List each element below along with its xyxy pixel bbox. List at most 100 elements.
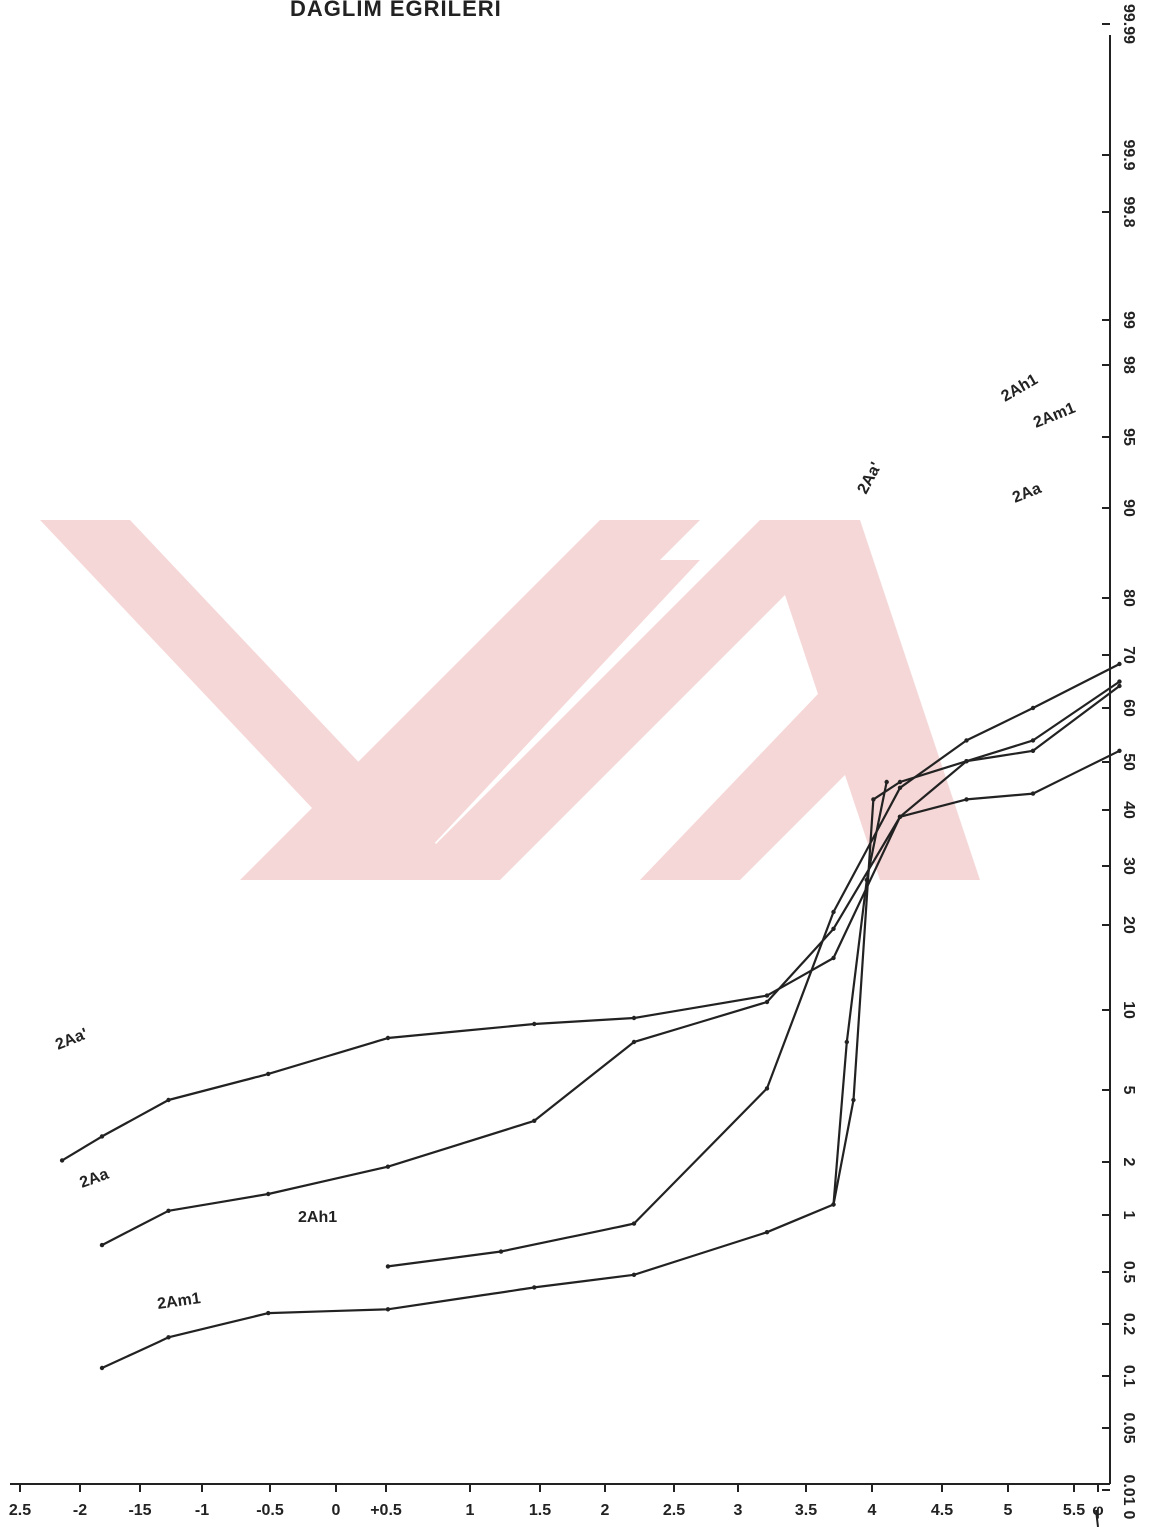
y-tick-label: 2: [1120, 1158, 1137, 1167]
y-tick-label: 5: [1120, 1086, 1137, 1095]
data-point: [166, 1335, 171, 1340]
data-point: [166, 1208, 171, 1214]
watermark-logo: [40, 520, 980, 880]
data-point: [266, 1071, 271, 1077]
y-tick-label: 20: [1120, 916, 1137, 934]
data-point: [385, 1307, 391, 1312]
y-tick-label: 0.2: [1120, 1313, 1137, 1335]
data-point: [1030, 738, 1036, 743]
data-point: [831, 1202, 836, 1207]
x-axis-ticks: 2.5 -2 -15 -1 -0.5 0 +0.5 1 1.5 2 2.5 3 3.5 4 4.5 5 5.5 φ: [9, 1484, 1104, 1519]
y-tick-label: 10: [1120, 1001, 1137, 1019]
series-line-2: [386, 662, 1121, 1268]
y-tick-label: 60: [1120, 699, 1137, 717]
x-tick-label: -1: [195, 1502, 209, 1519]
data-point: [764, 1230, 770, 1235]
x-tick-label: 4.5: [931, 1502, 953, 1519]
y-tick-label: 99.9: [1120, 139, 1137, 170]
x-tick-label: +0.5: [370, 1502, 402, 1519]
phi-corner-tick: [1095, 1509, 1099, 1527]
y-tick-label: 70: [1120, 646, 1137, 664]
x-tick-label: 4: [868, 1502, 877, 1519]
data-point: [1117, 661, 1122, 667]
data-point: [884, 779, 889, 785]
data-point: [1117, 748, 1122, 753]
series-label-2am1-left: 2Am1: [156, 1290, 202, 1313]
data-point: [631, 1015, 637, 1021]
x-tick-label: -15: [128, 1502, 151, 1519]
y-tick-label: 0.5: [1120, 1261, 1137, 1283]
data-point: [498, 1249, 504, 1254]
data-point: [851, 1097, 856, 1103]
data-point: [1030, 791, 1036, 796]
data-point: [764, 993, 770, 998]
data-point: [871, 797, 876, 802]
data-point: [897, 814, 903, 819]
y-tick-label: 98: [1120, 356, 1137, 374]
x-tick-label: 2: [601, 1502, 610, 1519]
data-point: [964, 759, 969, 764]
data-point: [385, 1035, 391, 1041]
y-tick-label: 99.8: [1120, 196, 1137, 227]
data-point: [266, 1310, 271, 1316]
y-tick-label: 1: [1120, 1211, 1137, 1220]
data-point: [764, 1086, 770, 1091]
y-tick-label: 95: [1120, 428, 1137, 446]
data-point: [964, 797, 969, 802]
y-axis-ticks: 99.9999.999.8999895908070605040302010521…: [1102, 4, 1137, 1520]
data-point: [1030, 705, 1036, 711]
y-tick-label: 0.01: [1120, 1474, 1137, 1505]
series-label-2aa-left: 2Aa: [78, 1166, 111, 1192]
y-tick-label: 99.99: [1120, 4, 1137, 44]
data-point: [864, 877, 869, 883]
y-tick-label: 0.05: [1120, 1412, 1137, 1443]
data-point: [99, 1365, 105, 1371]
y-tick-label: 0.1: [1120, 1365, 1137, 1387]
data-point: [897, 779, 903, 785]
data-point: [532, 1285, 537, 1290]
series-line-4: [832, 780, 888, 1206]
data-point: [631, 1039, 637, 1045]
x-tick-label: 1: [466, 1502, 475, 1519]
x-tick-label: 2.5: [663, 1502, 685, 1519]
series-line-0: [61, 749, 1121, 1162]
data-point: [831, 926, 836, 931]
data-point: [831, 909, 836, 915]
data-point: [764, 999, 770, 1005]
data-point: [844, 1039, 849, 1045]
series-label-2aa-right: 2Aa: [1010, 480, 1044, 507]
series-line-3: [100, 684, 1121, 1370]
data-point: [631, 1221, 637, 1226]
y-tick-label: 90: [1120, 499, 1137, 517]
y-tick-label: 40: [1120, 801, 1137, 819]
data-point: [1117, 683, 1122, 689]
data-point: [964, 738, 969, 743]
x-tick-label: 0: [332, 1502, 341, 1519]
series-label-2ah1-right: 2Ah1: [999, 371, 1041, 405]
series-curves: [59, 661, 1122, 1371]
data-point: [1030, 748, 1036, 753]
series-label-2aa-prime-left: 2Aa': [53, 1026, 90, 1054]
x-tick-label: -2: [73, 1502, 87, 1519]
x-tick-label: 1.5: [529, 1502, 551, 1519]
chart-title: DAGLIM EGRILERI: [290, 0, 502, 21]
y-corner-label: 0: [1120, 1511, 1137, 1520]
x-tick-label: 5: [1004, 1502, 1013, 1519]
data-point: [385, 1264, 391, 1269]
data-point: [385, 1164, 391, 1169]
data-point: [59, 1158, 65, 1163]
data-point: [831, 955, 836, 961]
y-tick-label: 30: [1120, 857, 1137, 875]
y-tick-label: 99: [1120, 311, 1137, 329]
data-point: [532, 1118, 537, 1124]
y-tick-label: 50: [1120, 753, 1137, 771]
data-point: [1117, 679, 1122, 684]
data-point: [631, 1272, 637, 1278]
x-tick-label: φ: [1092, 1502, 1103, 1519]
data-point: [266, 1191, 271, 1197]
data-point: [99, 1242, 105, 1248]
data-point: [99, 1134, 105, 1139]
data-point: [897, 785, 903, 790]
x-tick-label: 3: [734, 1502, 743, 1519]
